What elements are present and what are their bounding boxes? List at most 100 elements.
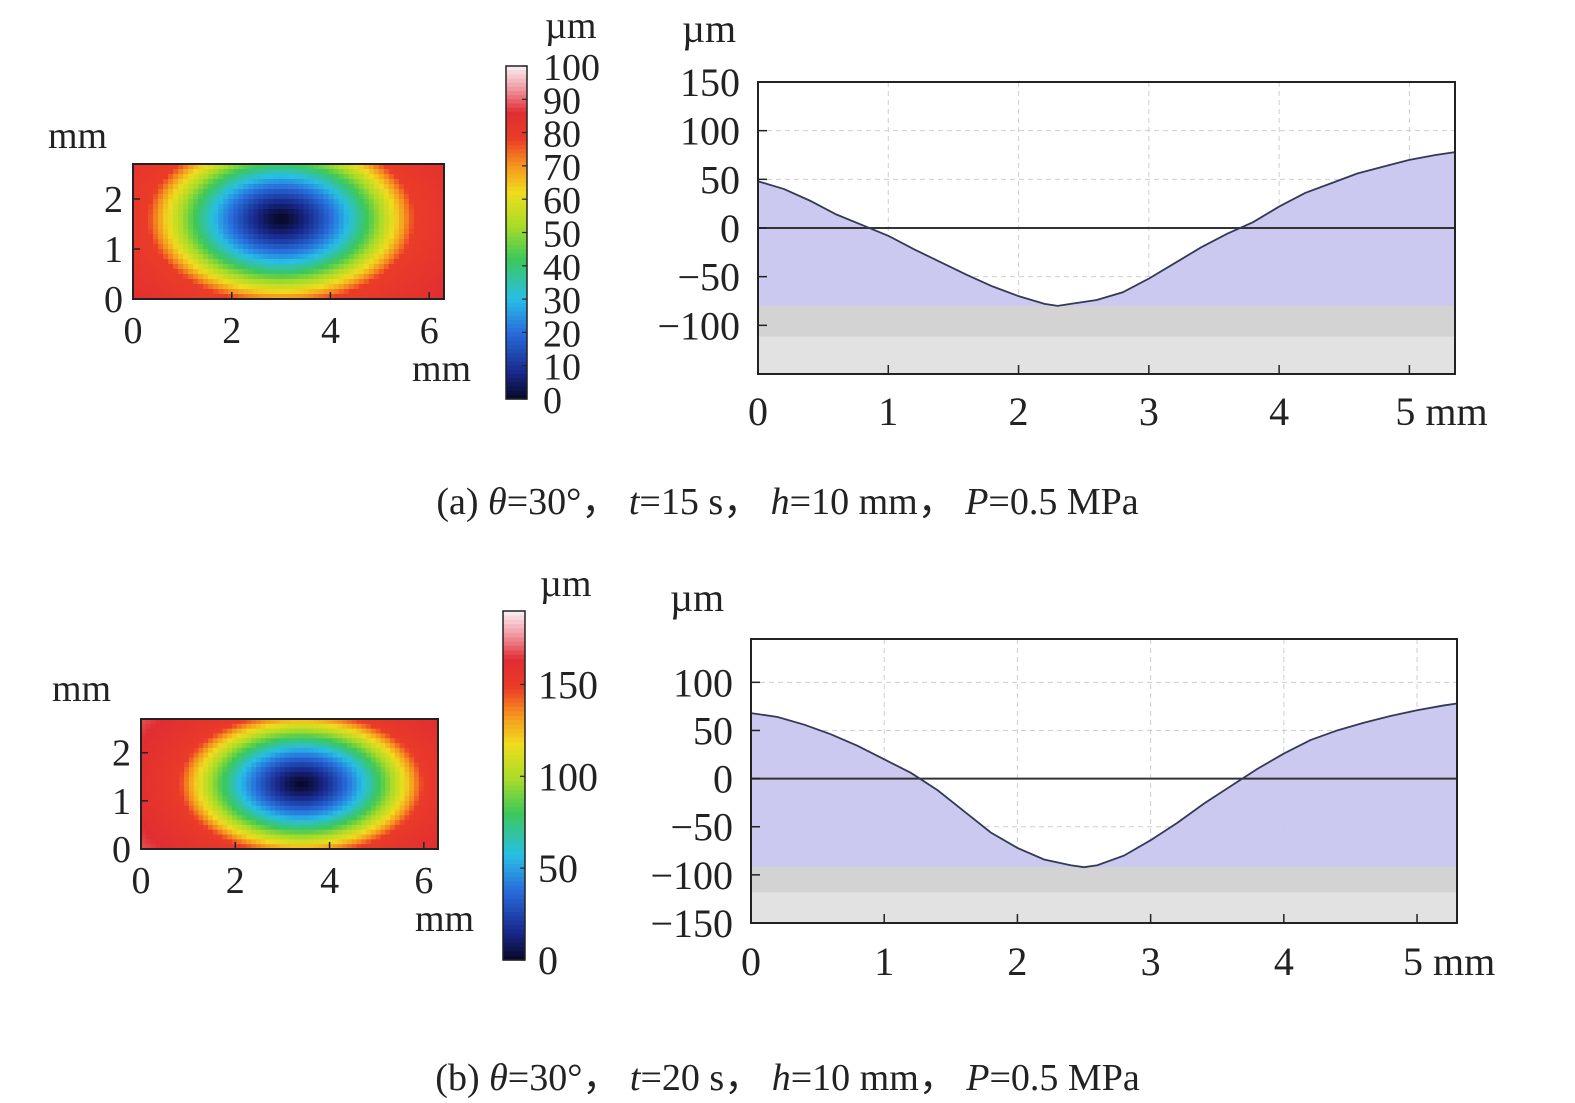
heatmap-cell [193, 791, 200, 797]
heatmap-cell [398, 199, 405, 205]
heatmap-cell [141, 719, 147, 725]
heatmap-cell [293, 209, 300, 215]
heatmap-cell [222, 791, 228, 797]
heatmap-cell [299, 781, 305, 788]
heatmap-cell [423, 254, 430, 260]
heatmap-cell [138, 199, 144, 205]
heatmap-cell [408, 264, 415, 270]
heatmap-cell [408, 294, 415, 300]
heatmap-cell [173, 214, 179, 220]
heatmap-cell [363, 234, 370, 240]
heatmap-cell [363, 259, 370, 265]
heatmap-cell [251, 815, 257, 821]
heatmap-cell [188, 199, 194, 205]
heatmap-cell [403, 174, 410, 180]
heatmap-cell [213, 174, 219, 180]
heatmap-cell [358, 214, 365, 220]
heatmap-cell [155, 757, 161, 763]
heatmap-cell [275, 723, 281, 730]
heatmap-cell [361, 733, 367, 739]
heatmap-cell [145, 805, 152, 812]
heatmap-cell [388, 204, 395, 210]
heatmap-cell [428, 747, 434, 754]
heatmap-cell [375, 791, 382, 797]
heatmap-cell [393, 274, 400, 280]
heatmap-cell [393, 284, 400, 290]
heatmap-cell [338, 224, 345, 230]
heatmap-cell [203, 738, 209, 744]
heatmap-cell [193, 284, 199, 290]
heatmap-cell [246, 762, 252, 768]
heatmap-cell [203, 723, 209, 730]
heatmap-cell [223, 269, 229, 275]
heatmap-cell [413, 194, 420, 200]
heatmap-cell [193, 757, 200, 763]
heatmap-cell [403, 209, 410, 215]
heatmap-cell [279, 781, 286, 788]
heatmap-cell [373, 194, 380, 200]
heatmap-cell [289, 839, 295, 845]
colorbar-tick-label: 50 [543, 214, 581, 256]
heatmap-cell [337, 805, 343, 812]
heatmap-cell [327, 767, 334, 773]
heatmap-cell [370, 796, 377, 802]
heatmap-cell [351, 767, 358, 773]
heatmap-cell [358, 284, 365, 290]
heatmap-cell [222, 743, 228, 749]
heatmap-cell [343, 294, 350, 300]
heatmap-cell [218, 209, 224, 215]
heatmap-cell [203, 189, 209, 195]
heatmap-cell [173, 249, 179, 255]
heatmap-cell [203, 229, 209, 235]
heatmap-cell [238, 254, 244, 260]
heatmap-cell [303, 254, 310, 260]
heatmap-cell [388, 294, 395, 300]
heatmap-cell [212, 767, 219, 773]
heatmap-cell [273, 274, 280, 280]
heatmap-cell [203, 776, 209, 783]
heatmap-cell [284, 762, 291, 768]
heatmap-cell [138, 269, 144, 275]
heatmap-cell [158, 294, 164, 300]
heatmap-cell [403, 269, 410, 275]
heatmap-cell [323, 284, 330, 290]
heatmap-cell [164, 820, 171, 826]
heatmap-cell [399, 747, 406, 754]
heatmap-cell [318, 762, 324, 768]
heatmap-cell [163, 279, 169, 285]
heatmap-cell [318, 294, 325, 300]
profile-y-tick-label: −50 [670, 805, 733, 850]
heatmap-cell [342, 738, 348, 744]
heatmap-cell [158, 169, 164, 175]
heatmap-cell [251, 805, 257, 812]
heatmap-cell [433, 274, 440, 280]
heatmap-cell [289, 767, 295, 773]
heatmap-cell [293, 214, 300, 220]
heatmap-cell [378, 214, 385, 220]
heatmap-cell [251, 757, 257, 763]
heatmap-cell [404, 839, 410, 845]
heatmap-cell [188, 239, 194, 245]
heatmap-cell [143, 199, 149, 205]
heatmap-cell [179, 762, 185, 768]
heatmap-cell [179, 844, 185, 850]
heatmap-cell [346, 844, 353, 850]
heatmap-cell [332, 733, 339, 739]
colorbar-segment [506, 378, 527, 383]
heatmap-cell [356, 723, 362, 730]
heatmap-cell [378, 209, 385, 215]
heatmap-cell [246, 767, 252, 773]
heatmap-cell [408, 164, 415, 170]
heatmap-cell [423, 224, 430, 230]
heatmap-cell [184, 752, 190, 759]
heatmap-cell [169, 728, 176, 735]
heatmap-cell [198, 743, 204, 749]
heatmap-cell [243, 249, 249, 255]
heatmap-cell [164, 796, 171, 802]
heatmap-cell [141, 733, 147, 739]
colorbar-segment [503, 689, 525, 695]
profile-y-unit: µm [682, 6, 736, 51]
heatmap-cell [138, 284, 144, 290]
heatmap-cell [373, 274, 380, 280]
heatmap-cell [368, 284, 375, 290]
